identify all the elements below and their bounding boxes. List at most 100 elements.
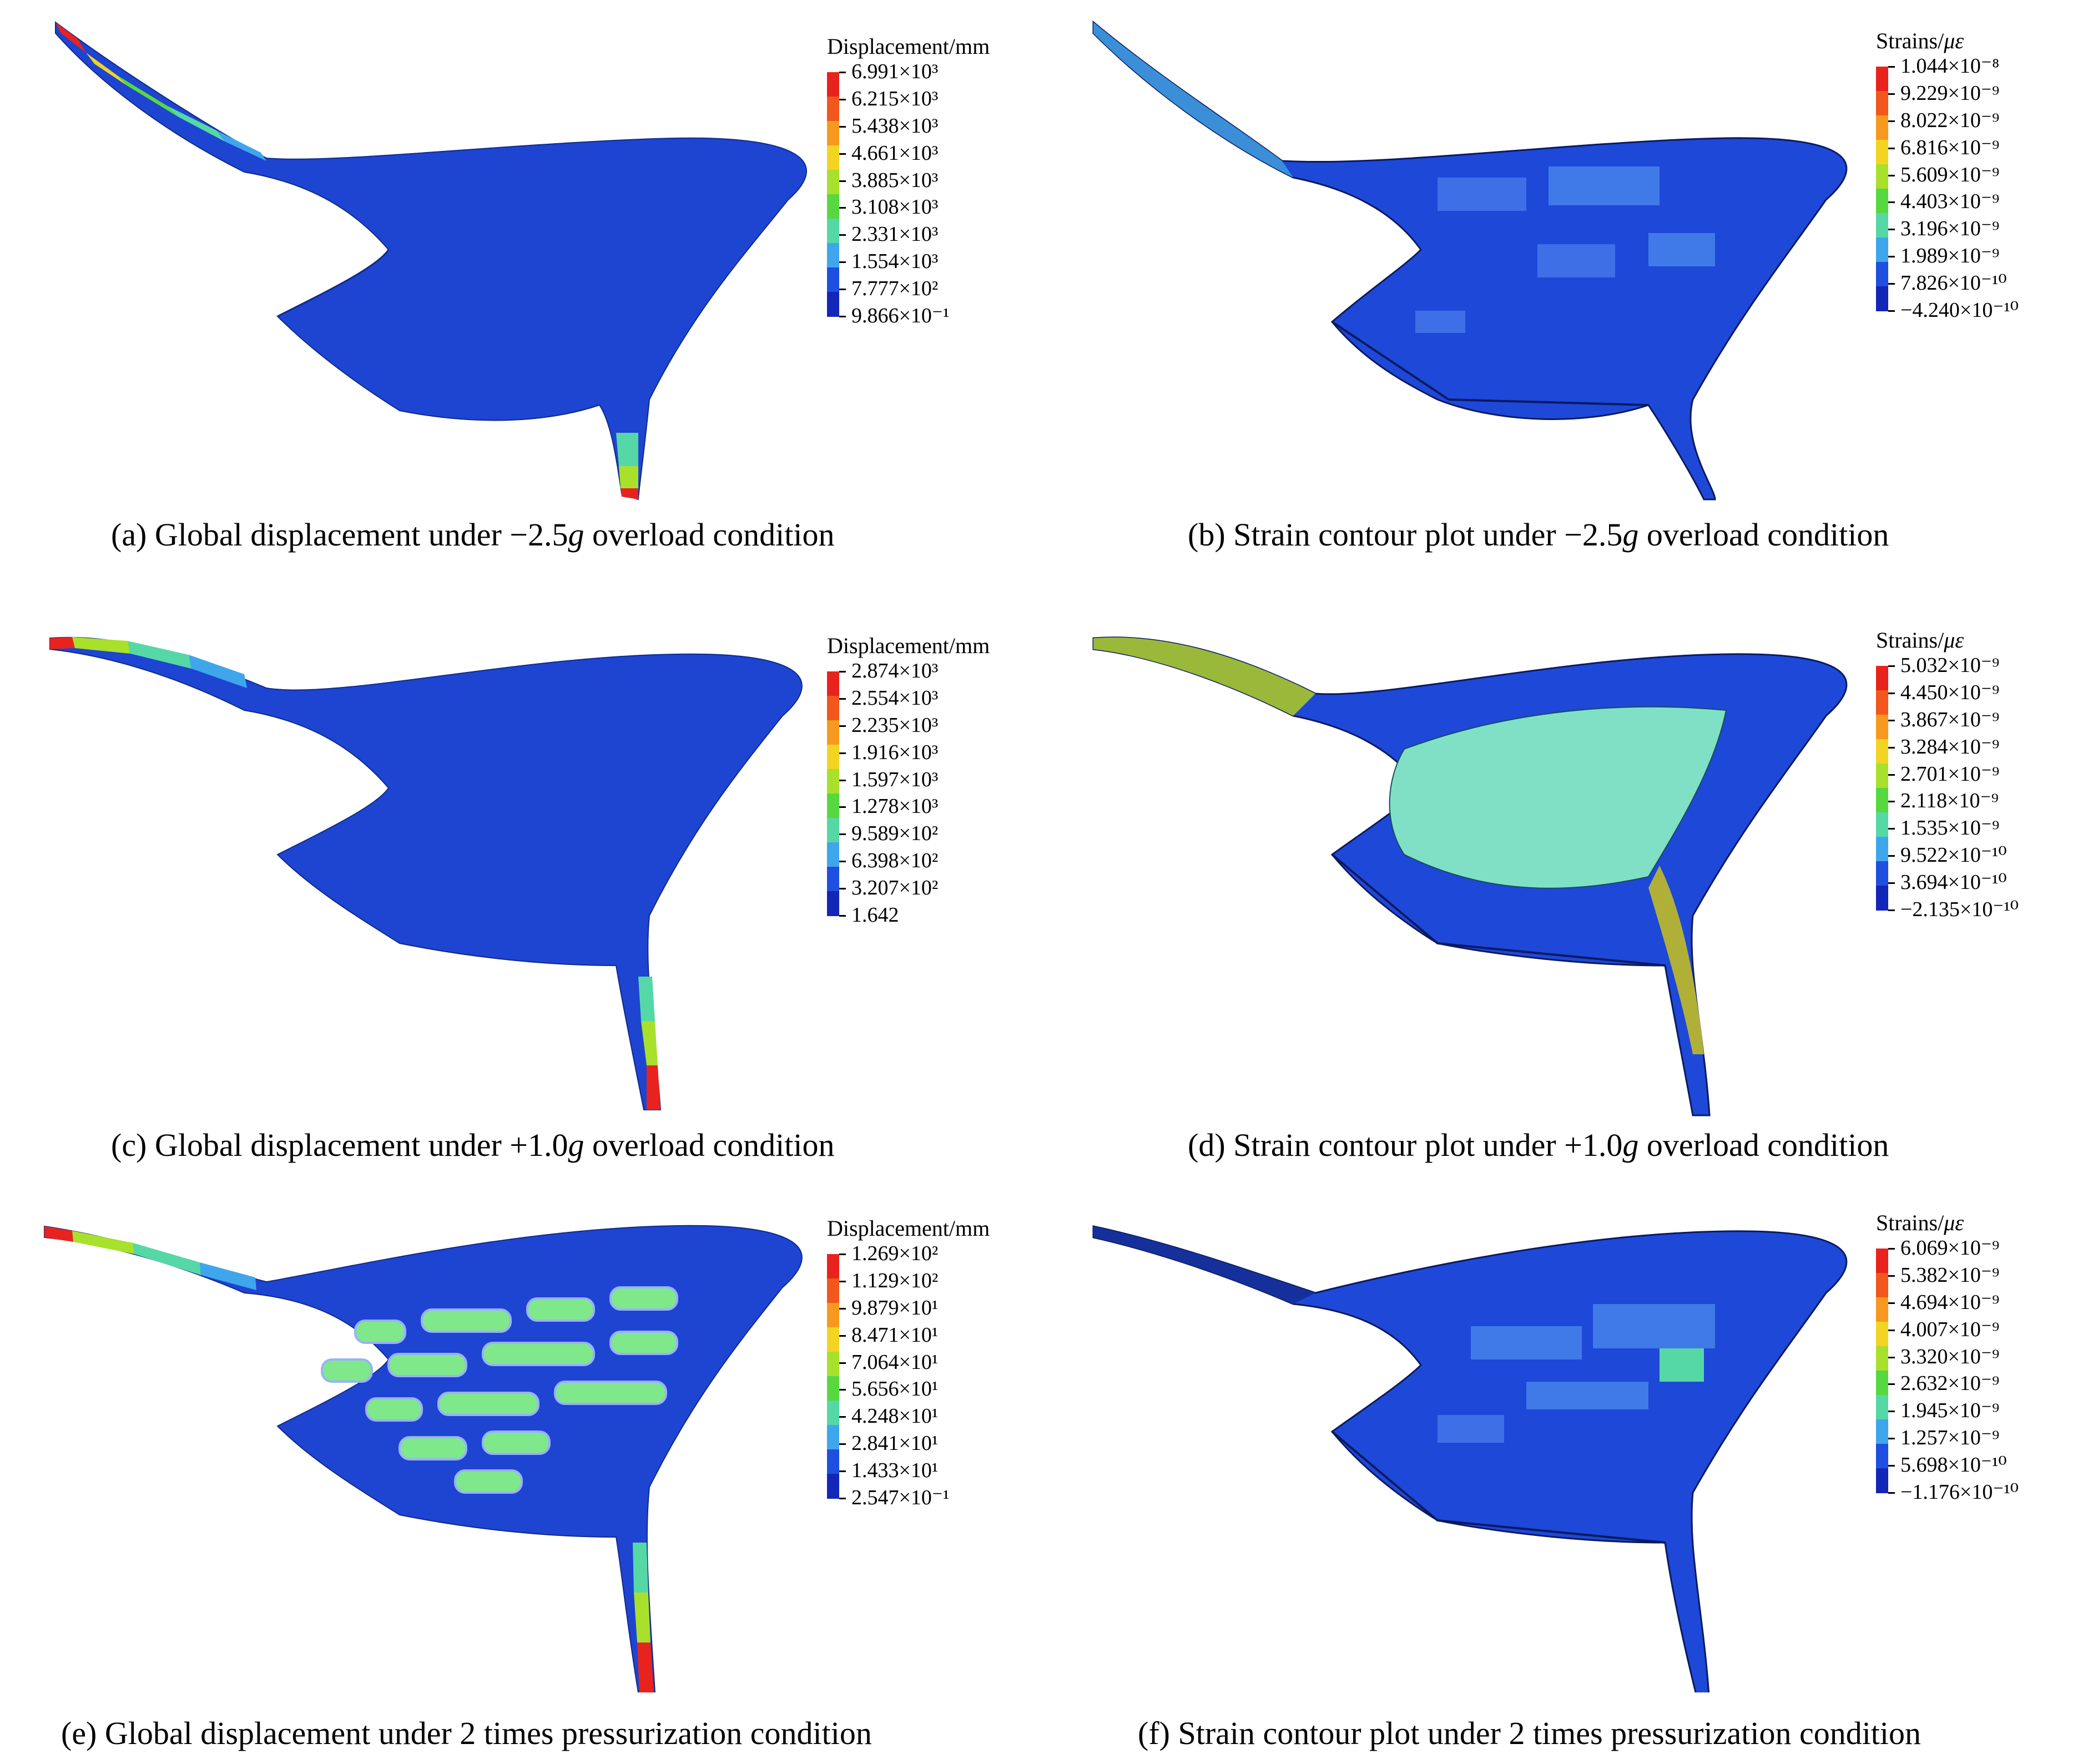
colorbar-label: 4.450×10⁻⁹ xyxy=(1900,680,2000,704)
colorbar-label: 4.007×10⁻⁹ xyxy=(1900,1317,2000,1341)
colorbar-tick xyxy=(839,316,846,317)
colorbar-tick xyxy=(1888,1275,1895,1277)
colorbar-label: 9.229×10⁻⁹ xyxy=(1900,81,2000,105)
legend-title: Displacement/mm xyxy=(827,1216,990,1241)
panel-f: Strains/με 6.069×10⁻⁹ 5.382×10⁻⁹ 4.694×10⁻… xyxy=(1049,1182,2098,1759)
colorbar-label: 1.989×10⁻⁹ xyxy=(1900,244,2000,268)
panel-c: Displacement/mm 2.874×10³ 2.554×10³ 2.235×… xyxy=(0,610,1049,1187)
colorbar-tick xyxy=(839,888,846,890)
colorbar-tick xyxy=(839,153,846,155)
colorbar-tick xyxy=(1888,147,1895,149)
colorbar-cell xyxy=(827,745,839,770)
colorbar-label: 2.874×10³ xyxy=(851,659,939,683)
colorbar xyxy=(1876,67,1888,311)
aircraft-displacement-plot-e xyxy=(44,1225,803,1692)
colorbar-label: −1.176×10⁻¹⁰ xyxy=(1900,1480,2019,1504)
colorbar-cell xyxy=(827,1401,839,1426)
colorbar xyxy=(1876,1249,1888,1493)
colorbar-cell xyxy=(827,145,839,170)
colorbar-tick xyxy=(839,72,846,73)
colorbar-cell xyxy=(827,793,839,818)
colorbar-tick xyxy=(839,779,846,781)
colorbar-cell xyxy=(1876,886,1888,911)
colorbar-tick xyxy=(1888,174,1895,176)
colorbar xyxy=(827,72,839,317)
colorbar-tick xyxy=(839,697,846,700)
colorbar-cell xyxy=(1876,1346,1888,1371)
colorbar-label: 3.284×10⁻⁹ xyxy=(1900,735,2000,759)
colorbar-tick xyxy=(839,1280,846,1282)
colorbar xyxy=(1876,666,1888,911)
colorbar-label: 6.069×10⁻⁹ xyxy=(1900,1236,2000,1260)
colorbar-cell xyxy=(1876,739,1888,764)
colorbar-label: 3.207×10² xyxy=(851,876,939,900)
colorbar-cell xyxy=(827,867,839,892)
colorbar-label: 5.698×10⁻¹⁰ xyxy=(1900,1453,2007,1477)
colorbar-tick xyxy=(1888,909,1895,911)
colorbar-label: 1.433×10¹ xyxy=(851,1459,939,1483)
caption-f: (f) Strain contour plot under 2 times pr… xyxy=(1138,1715,1922,1751)
colorbar-cell xyxy=(827,1376,839,1401)
colorbar-tick xyxy=(1888,1492,1895,1494)
aircraft-displacement-plot-c xyxy=(49,636,803,1110)
colorbar-cell xyxy=(1876,764,1888,789)
colorbar-label: 5.032×10⁻⁹ xyxy=(1900,654,2000,677)
colorbar-label: 1.535×10⁻⁹ xyxy=(1900,816,2000,840)
colorbar-tick xyxy=(839,1389,846,1391)
aircraft-strain-plot-f xyxy=(1092,1225,1848,1692)
colorbar-cell xyxy=(1876,67,1888,92)
colorbar-label: 1.597×10³ xyxy=(851,767,939,791)
colorbar-cell xyxy=(1876,213,1888,238)
colorbar-label: 3.694×10⁻¹⁰ xyxy=(1900,871,2007,894)
colorbar-tick xyxy=(839,671,846,673)
caption-d: (d) Strain contour plot under +1.0g over… xyxy=(1188,1127,1889,1163)
colorbar-tick xyxy=(1888,310,1895,312)
colorbar-label: 4.694×10⁻⁹ xyxy=(1900,1290,2000,1314)
colorbar-cell xyxy=(827,1352,839,1377)
colorbar-tick xyxy=(839,1416,846,1418)
colorbar-tick xyxy=(839,125,846,128)
colorbar-label: 3.108×10³ xyxy=(851,195,939,219)
colorbar-cell xyxy=(827,1278,839,1303)
colorbar-label: 3.320×10⁻⁹ xyxy=(1900,1345,2000,1368)
colorbar-tick xyxy=(1888,93,1895,95)
colorbar-label: 3.196×10⁻⁹ xyxy=(1900,217,2000,241)
colorbar-cell xyxy=(827,671,839,696)
colorbar-cell xyxy=(1876,788,1888,813)
colorbar-label: 1.916×10³ xyxy=(851,740,939,764)
colorbar-tick xyxy=(839,1498,846,1499)
colorbar-cell xyxy=(1876,189,1888,214)
panel-d: Strains/με 5.032×10⁻⁹ 4.450×10⁻⁹ 3.867×10⁻… xyxy=(1049,610,2098,1187)
colorbar-label: 7.826×10⁻¹⁰ xyxy=(1900,271,2007,295)
colorbar-label: 1.278×10³ xyxy=(851,795,939,818)
colorbar-label: 2.547×10⁻¹ xyxy=(851,1486,950,1509)
colorbar-label: 2.118×10⁻⁹ xyxy=(1900,789,1999,813)
colorbar-tick xyxy=(839,915,846,917)
colorbar-cell xyxy=(827,292,839,317)
colorbar-cell xyxy=(1876,837,1888,862)
legend-title: Strains/με xyxy=(1876,1210,1964,1235)
colorbar-cell xyxy=(1876,1297,1888,1322)
colorbar-tick xyxy=(1888,882,1895,884)
panel-b: Strains/με 1.044×10⁻⁸ 9.229×10⁻⁹ 8.022×10⁻… xyxy=(1049,0,2098,577)
colorbar-label: 1.269×10² xyxy=(851,1242,939,1265)
aircraft-displacement-plot-a xyxy=(55,21,807,501)
colorbar-label: 6.816×10⁻⁹ xyxy=(1900,135,2000,159)
colorbar-tick xyxy=(1888,801,1895,803)
colorbar-tick xyxy=(1888,120,1895,122)
colorbar-cell xyxy=(827,1327,839,1352)
colorbar-cell xyxy=(1876,286,1888,311)
colorbar-label: 2.841×10¹ xyxy=(851,1432,939,1455)
colorbar-tick xyxy=(1888,1329,1895,1331)
colorbar-label: 4.248×10¹ xyxy=(851,1404,939,1428)
colorbar xyxy=(827,1254,839,1499)
legend-title: Displacement/mm xyxy=(827,34,990,59)
colorbar-label: 8.471×10¹ xyxy=(851,1323,939,1347)
aircraft-strain-plot-b xyxy=(1092,20,1848,501)
colorbar-cell xyxy=(1876,1419,1888,1444)
colorbar-tick xyxy=(1888,201,1895,204)
colorbar-cell xyxy=(1876,1371,1888,1396)
colorbar-label: −2.135×10⁻¹⁰ xyxy=(1900,898,2019,921)
colorbar-tick xyxy=(839,289,846,291)
colorbar-label: 2.701×10⁻⁹ xyxy=(1900,762,2000,786)
